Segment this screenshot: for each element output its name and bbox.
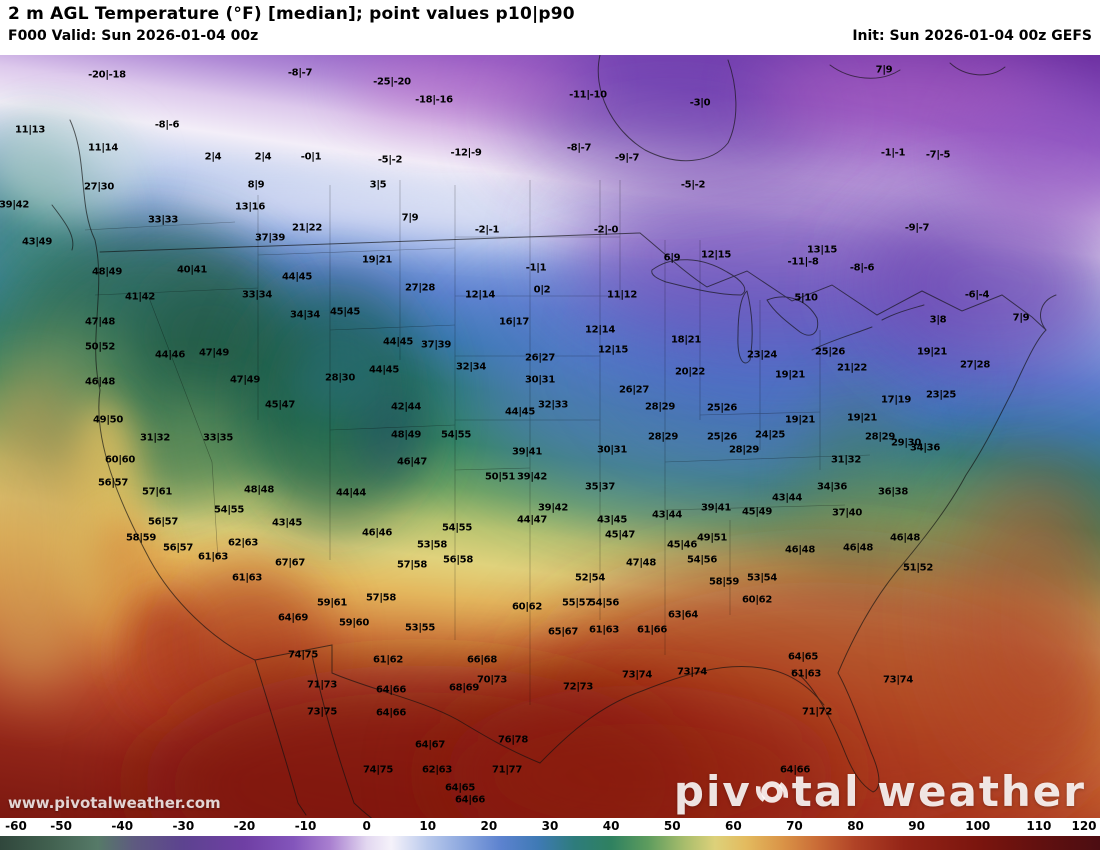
brand-text-left: piv bbox=[673, 767, 752, 816]
colorbar-tick-label: -30 bbox=[172, 819, 195, 833]
colorbar-ticks: -60 -50 -40 -30 -20 -10 0 10 20 30 40 50 60 70 80 90 100… bbox=[0, 818, 1100, 836]
colorbar-tick-label: -10 bbox=[294, 819, 317, 833]
colorbar-tick-label: -20 bbox=[233, 819, 256, 833]
colorbar-tick-label: -50 bbox=[50, 819, 72, 833]
colorbar-tick-label: -60 bbox=[5, 819, 27, 833]
colorbar-tick-label: 120 bbox=[1071, 819, 1097, 833]
colorbar-tick-label: 50 bbox=[663, 819, 681, 833]
colorbar-tick-label: 60 bbox=[724, 819, 742, 833]
colorbar-tick-label: 110 bbox=[1026, 819, 1052, 833]
colorbar-tick-label: 30 bbox=[541, 819, 559, 833]
colorbar-tick-label: 10 bbox=[419, 819, 437, 833]
colorbar-tick-label: 100 bbox=[965, 819, 991, 833]
brand-text-right: tal weather bbox=[791, 767, 1086, 816]
valid-time-label: F000 Valid: Sun 2026-01-04 00z bbox=[8, 28, 259, 44]
colorbar-tick-label: 20 bbox=[480, 819, 498, 833]
watermark-url: www.pivotalweather.com bbox=[8, 794, 221, 812]
state-borders bbox=[84, 180, 871, 705]
colorbar-tick-label: -40 bbox=[111, 819, 134, 833]
colorbar-tick-label: 0 bbox=[362, 819, 371, 833]
colorbar-tick-label: 40 bbox=[602, 819, 620, 833]
hurricane-swirl-icon bbox=[755, 775, 789, 809]
init-time-label: Init: Sun 2026-01-04 00z GEFS bbox=[852, 28, 1092, 44]
colorbar-tick-label: 80 bbox=[847, 819, 864, 833]
colorbar-tick-label: 70 bbox=[786, 819, 803, 833]
watermark-brand: piv tal weather bbox=[674, 767, 1086, 816]
coastline-borders bbox=[51, 55, 1057, 818]
temperature-map[interactable] bbox=[0, 55, 1100, 818]
header: 2 m AGL Temperature (°F) [median]; point… bbox=[0, 0, 1100, 55]
map-title: 2 m AGL Temperature (°F) [median]; point… bbox=[8, 4, 575, 24]
colorbar-strip bbox=[0, 836, 1100, 850]
map-art bbox=[0, 55, 1100, 818]
colorbar-tick-label: 90 bbox=[908, 819, 926, 833]
